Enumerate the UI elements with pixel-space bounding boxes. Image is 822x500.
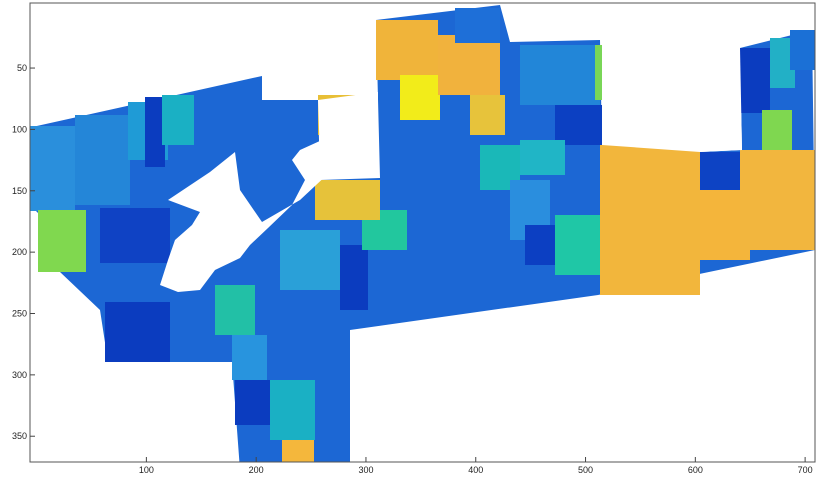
field <box>438 35 500 95</box>
x-tick-label: 200 <box>249 465 264 475</box>
x-tick-label: 500 <box>578 465 593 475</box>
field <box>600 145 700 295</box>
field <box>520 45 600 105</box>
field <box>105 302 170 362</box>
field <box>38 210 86 272</box>
field <box>740 48 770 113</box>
chart: 100 200 300 400 500 600 700 50 100 150 200 250 300 35… <box>0 0 822 495</box>
field <box>232 335 267 380</box>
y-tick-label: 350 <box>12 431 27 441</box>
field <box>790 30 815 70</box>
field <box>470 95 505 135</box>
y-tick-label: 250 <box>12 309 27 319</box>
classified-map <box>28 5 815 470</box>
field <box>235 380 270 425</box>
field <box>455 8 500 43</box>
field <box>75 115 130 205</box>
field <box>315 180 380 220</box>
field <box>215 285 255 335</box>
field <box>400 75 440 120</box>
x-tick-label: 400 <box>468 465 483 475</box>
field <box>740 150 815 250</box>
field <box>162 95 194 145</box>
field <box>280 230 340 290</box>
y-tick-label: 50 <box>17 63 27 73</box>
field <box>100 208 170 263</box>
gap <box>602 40 742 152</box>
field <box>700 152 740 192</box>
x-tick-label: 600 <box>688 465 703 475</box>
field <box>270 380 315 440</box>
field <box>762 110 792 150</box>
x-tick-label: 300 <box>358 465 373 475</box>
field <box>555 215 600 275</box>
field <box>282 440 314 465</box>
y-tick-label: 200 <box>12 247 27 257</box>
field <box>525 225 555 265</box>
field <box>340 245 368 310</box>
field <box>30 126 75 211</box>
field <box>376 20 438 80</box>
y-tick-label: 150 <box>12 186 27 196</box>
field <box>520 140 565 175</box>
y-tick-label: 300 <box>12 370 27 380</box>
x-tick-label: 100 <box>139 465 154 475</box>
y-tick-label: 100 <box>12 124 27 134</box>
field <box>555 105 605 145</box>
x-tick-label: 700 <box>798 465 813 475</box>
